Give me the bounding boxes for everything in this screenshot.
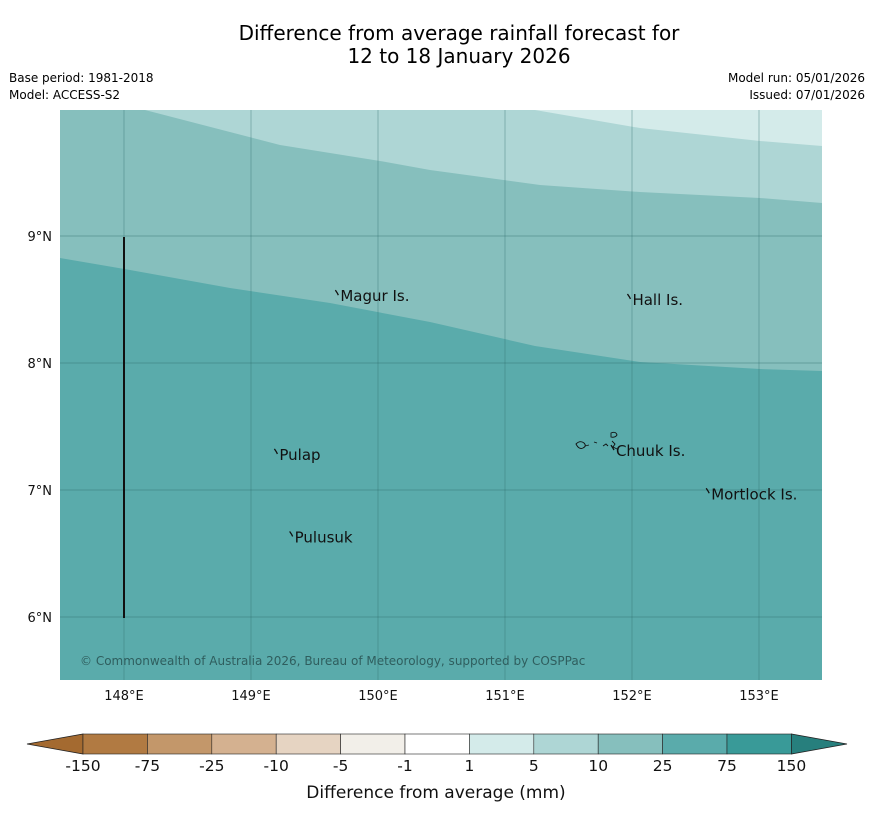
island-shape [626, 293, 632, 300]
colorbar-tick-label: 1 [464, 757, 474, 775]
colorbar-tick-label: 75 [717, 757, 737, 775]
lon-tick-label: 153°E [739, 689, 779, 704]
lat-tick-label: 9°N [28, 230, 53, 245]
lat-tick-label: 7°N [28, 484, 53, 499]
lon-tick-label: 150°E [358, 689, 398, 704]
colorbar-box [275, 733, 341, 755]
title-line-2: 12 to 18 January 2026 [347, 44, 571, 68]
colorbar-tick-label: -150 [65, 757, 100, 775]
lon-tick-label: 148°E [104, 689, 144, 704]
colorbar-title: Difference from average (mm) [306, 783, 565, 803]
island-shape [289, 531, 294, 537]
lat-tick-label: 6°N [28, 611, 53, 626]
colorbar-box [469, 733, 535, 755]
colorbar-tick-label: -75 [135, 757, 160, 775]
region-1-to-5 [535, 110, 822, 146]
colorbar-extend-low [26, 733, 84, 755]
colorbar-tick-label: 10 [588, 757, 608, 775]
island-markers: Magur Is. Hall Is. Pulap Chuuk Is. Mortlock … [273, 287, 797, 546]
lon-tick-label: 152°E [612, 689, 652, 704]
island-label: Mortlock Is. [711, 485, 797, 503]
lon-tick-label: 149°E [231, 689, 271, 704]
colorbar-tick-label: 5 [529, 757, 539, 775]
colorbar: -150 -75 -25 -10 -5 -1 1 5 10 25 75 150 [26, 733, 848, 775]
meta-left: Base period: 1981-2018 Model: ACCESS-S2 [9, 70, 154, 104]
map-area: Magur Is. Hall Is. Pulap Chuuk Is. Mortlock … [60, 110, 822, 680]
base-period: Base period: 1981-2018 [9, 71, 154, 85]
island-label: Pulusuk [295, 528, 353, 546]
island-label: Hall Is. [632, 291, 683, 309]
issued-date: Issued: 07/01/2026 [749, 88, 865, 102]
colorbar-tick-label: -1 [397, 757, 412, 775]
island-label: Magur Is. [340, 287, 409, 305]
island-shape [705, 487, 710, 494]
colorbar-tick-label: 150 [777, 757, 807, 775]
island-shape [334, 289, 339, 296]
model-run: Model run: 05/01/2026 [727, 71, 865, 85]
colorbar-box [82, 733, 148, 755]
colorbar-tick-label: -10 [264, 757, 289, 775]
colorbar-extend-high [791, 733, 848, 755]
island-shape [273, 448, 278, 455]
model-name: Model: ACCESS-S2 [9, 88, 121, 102]
colorbar-box [533, 733, 599, 755]
lon-tick-label: 151°E [485, 689, 525, 704]
meta-right: Model run: 05/01/2026 Issued: 07/01/2026 [728, 70, 865, 104]
colorbar-tick-label: -5 [333, 757, 348, 775]
colorbar-box [404, 733, 470, 755]
chuuk-lagoon-outline [575, 431, 618, 450]
colorbar-box [340, 733, 406, 755]
island-shape [610, 444, 615, 451]
island-label: Chuuk Is. [616, 442, 685, 460]
colorbar-box [211, 733, 277, 755]
region-5-to-10 [145, 110, 822, 203]
colorbar-box [726, 733, 792, 755]
colorbar-box [597, 733, 663, 755]
colorbar-tick-label: 25 [653, 757, 673, 775]
island-label: Pulap [279, 446, 320, 464]
title-line-1: Difference from average rainfall forecas… [238, 21, 680, 45]
colorbar-box [147, 733, 213, 755]
axis-labels: 148°E 149°E 150°E 151°E 152°E 153°E 9°N 8°N 7°N 6… [28, 230, 779, 704]
copyright-text: © Commonwealth of Australia 2026, Bureau… [80, 654, 585, 668]
lat-tick-label: 8°N [28, 357, 53, 372]
colorbar-box [662, 733, 728, 755]
chart-title: Difference from average rainfall forecas… [0, 22, 873, 68]
colorbar-tick-label: -25 [199, 757, 224, 775]
